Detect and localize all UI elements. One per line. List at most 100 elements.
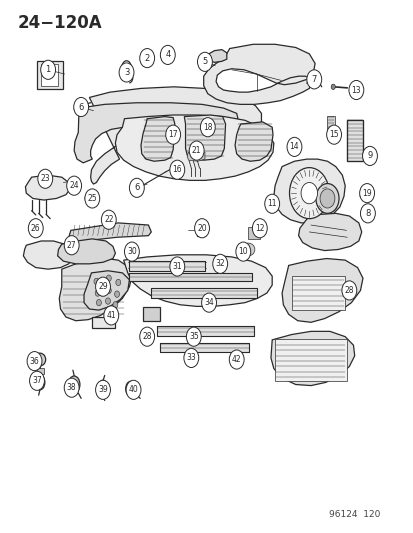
Bar — [248, 227, 259, 239]
Ellipse shape — [300, 182, 317, 204]
Circle shape — [64, 236, 79, 255]
Text: 12: 12 — [254, 224, 264, 233]
Text: 18: 18 — [203, 123, 212, 132]
Text: 3: 3 — [123, 68, 129, 77]
Text: 16: 16 — [172, 165, 182, 174]
Text: 24−120A: 24−120A — [17, 14, 102, 32]
Ellipse shape — [105, 298, 110, 304]
Bar — [128, 261, 204, 271]
Circle shape — [306, 70, 321, 89]
Bar — [151, 288, 256, 298]
Polygon shape — [57, 239, 115, 264]
Bar — [143, 308, 160, 321]
Text: 7: 7 — [311, 75, 316, 84]
Polygon shape — [23, 241, 73, 269]
Text: 33: 33 — [186, 353, 196, 362]
Polygon shape — [69, 223, 151, 243]
Text: 37: 37 — [32, 376, 42, 385]
Text: 28: 28 — [344, 286, 353, 295]
Circle shape — [38, 169, 52, 188]
Polygon shape — [235, 122, 272, 161]
Ellipse shape — [96, 300, 101, 306]
Polygon shape — [206, 50, 226, 62]
Bar — [41, 64, 58, 86]
Circle shape — [101, 210, 116, 229]
Ellipse shape — [163, 54, 166, 59]
Polygon shape — [84, 271, 129, 310]
Text: 20: 20 — [197, 224, 206, 233]
Polygon shape — [273, 159, 344, 223]
Bar — [274, 340, 347, 381]
Circle shape — [169, 160, 184, 179]
Circle shape — [201, 293, 216, 312]
Ellipse shape — [116, 279, 121, 286]
Text: 34: 34 — [204, 298, 214, 307]
Text: 39: 39 — [98, 385, 108, 394]
Circle shape — [183, 349, 198, 368]
Bar — [291, 276, 344, 310]
Circle shape — [264, 194, 279, 213]
Text: 2: 2 — [144, 54, 150, 62]
Ellipse shape — [161, 52, 168, 61]
Text: 13: 13 — [351, 85, 360, 94]
Polygon shape — [59, 259, 132, 321]
Text: 38: 38 — [66, 383, 76, 392]
Circle shape — [169, 257, 184, 276]
Polygon shape — [203, 44, 314, 104]
Text: 15: 15 — [328, 130, 338, 139]
Circle shape — [229, 350, 244, 369]
Bar — [196, 222, 204, 236]
Text: 17: 17 — [168, 130, 178, 139]
Ellipse shape — [98, 380, 108, 395]
Bar — [129, 273, 252, 281]
Circle shape — [40, 60, 55, 79]
Circle shape — [140, 49, 154, 68]
Ellipse shape — [241, 243, 254, 256]
Circle shape — [66, 176, 81, 195]
Text: 30: 30 — [127, 247, 136, 256]
Bar — [156, 326, 253, 336]
Ellipse shape — [85, 195, 90, 201]
Ellipse shape — [143, 55, 150, 61]
Polygon shape — [141, 117, 174, 161]
Circle shape — [235, 242, 250, 261]
Circle shape — [186, 327, 201, 346]
Circle shape — [362, 147, 377, 165]
Polygon shape — [115, 115, 273, 180]
Circle shape — [126, 380, 141, 399]
Text: 5: 5 — [202, 58, 207, 66]
Circle shape — [119, 63, 134, 82]
Circle shape — [140, 327, 154, 346]
Circle shape — [28, 219, 43, 238]
Circle shape — [95, 380, 110, 399]
Ellipse shape — [34, 353, 45, 366]
Text: 1: 1 — [45, 66, 51, 74]
Polygon shape — [270, 332, 354, 385]
Circle shape — [252, 219, 267, 238]
Text: 6: 6 — [134, 183, 139, 192]
Text: 32: 32 — [215, 260, 225, 268]
Circle shape — [64, 378, 79, 397]
Circle shape — [194, 219, 209, 238]
Ellipse shape — [106, 287, 111, 294]
Bar — [92, 317, 115, 328]
Ellipse shape — [35, 375, 45, 390]
Ellipse shape — [113, 302, 118, 308]
Text: 4: 4 — [165, 51, 170, 59]
Bar — [327, 116, 334, 138]
Text: 14: 14 — [289, 142, 299, 151]
Text: 29: 29 — [98, 282, 107, 291]
Circle shape — [129, 178, 144, 197]
Circle shape — [197, 52, 212, 71]
Polygon shape — [187, 151, 204, 161]
Bar — [156, 326, 253, 336]
Bar — [37, 61, 62, 89]
Bar — [347, 120, 362, 161]
Text: 9: 9 — [366, 151, 372, 160]
Circle shape — [326, 125, 341, 144]
Polygon shape — [74, 103, 237, 163]
Circle shape — [189, 141, 204, 160]
Bar — [129, 273, 252, 281]
Text: 40: 40 — [128, 385, 138, 394]
Text: 31: 31 — [172, 262, 182, 271]
